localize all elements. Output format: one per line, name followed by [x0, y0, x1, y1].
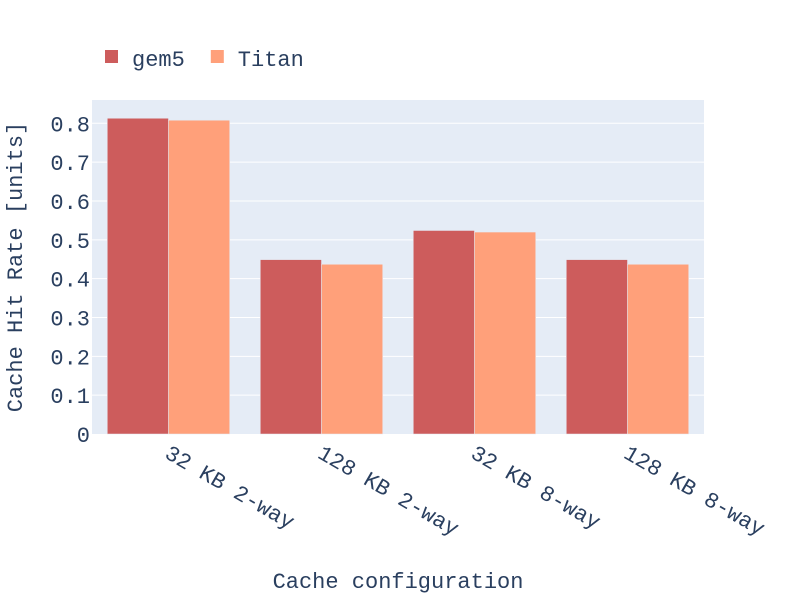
- y-axis-title: Cache Hit Rate [units]: [4, 122, 29, 412]
- y-tick-label: 0.2: [50, 346, 90, 371]
- x-axis-ticks: 32 KB 2-way 128 KB 2-way 32 KB 8-way 128 KB…: [160, 441, 769, 542]
- legend-swatch-gem5: [105, 50, 118, 63]
- y-axis-ticks: 0 0.1 0.2 0.3 0.4 0.5 0.6 0.7 0.8: [50, 113, 90, 449]
- bar-gem5-0: [107, 118, 169, 435]
- y-tick-label: 0.6: [50, 191, 90, 216]
- y-tick-label: 0.5: [50, 230, 90, 255]
- x-tick-label: 128 KB 8-way: [619, 441, 769, 542]
- x-tick-label: 128 KB 2-way: [313, 441, 463, 542]
- bar-titan-1: [321, 264, 383, 435]
- bar-gem5-1: [260, 259, 322, 435]
- y-tick-label: 0.7: [50, 152, 90, 177]
- bar-gem5-2: [413, 230, 475, 435]
- y-tick-label: 0.1: [50, 385, 90, 410]
- legend-swatch-titan: [210, 50, 224, 63]
- x-axis-title: Cache configuration: [273, 570, 524, 595]
- y-tick-label: 0.4: [50, 269, 90, 294]
- y-tick-label: 0: [77, 424, 90, 449]
- y-tick-label: 0.8: [50, 113, 90, 138]
- bar-gem5-3: [566, 259, 628, 435]
- bar-titan-3: [627, 264, 689, 435]
- legend: gem5 Titan: [105, 48, 304, 73]
- x-tick-label: 32 KB 2-way: [160, 441, 298, 535]
- legend-label-titan: Titan: [238, 48, 304, 73]
- bar-titan-2: [474, 231, 536, 435]
- x-tick-label: 32 KB 8-way: [466, 441, 604, 535]
- bar-titan-0: [168, 119, 230, 435]
- legend-label-gem5: gem5: [132, 48, 185, 73]
- y-tick-label: 0.3: [50, 307, 90, 332]
- bars: [107, 118, 689, 435]
